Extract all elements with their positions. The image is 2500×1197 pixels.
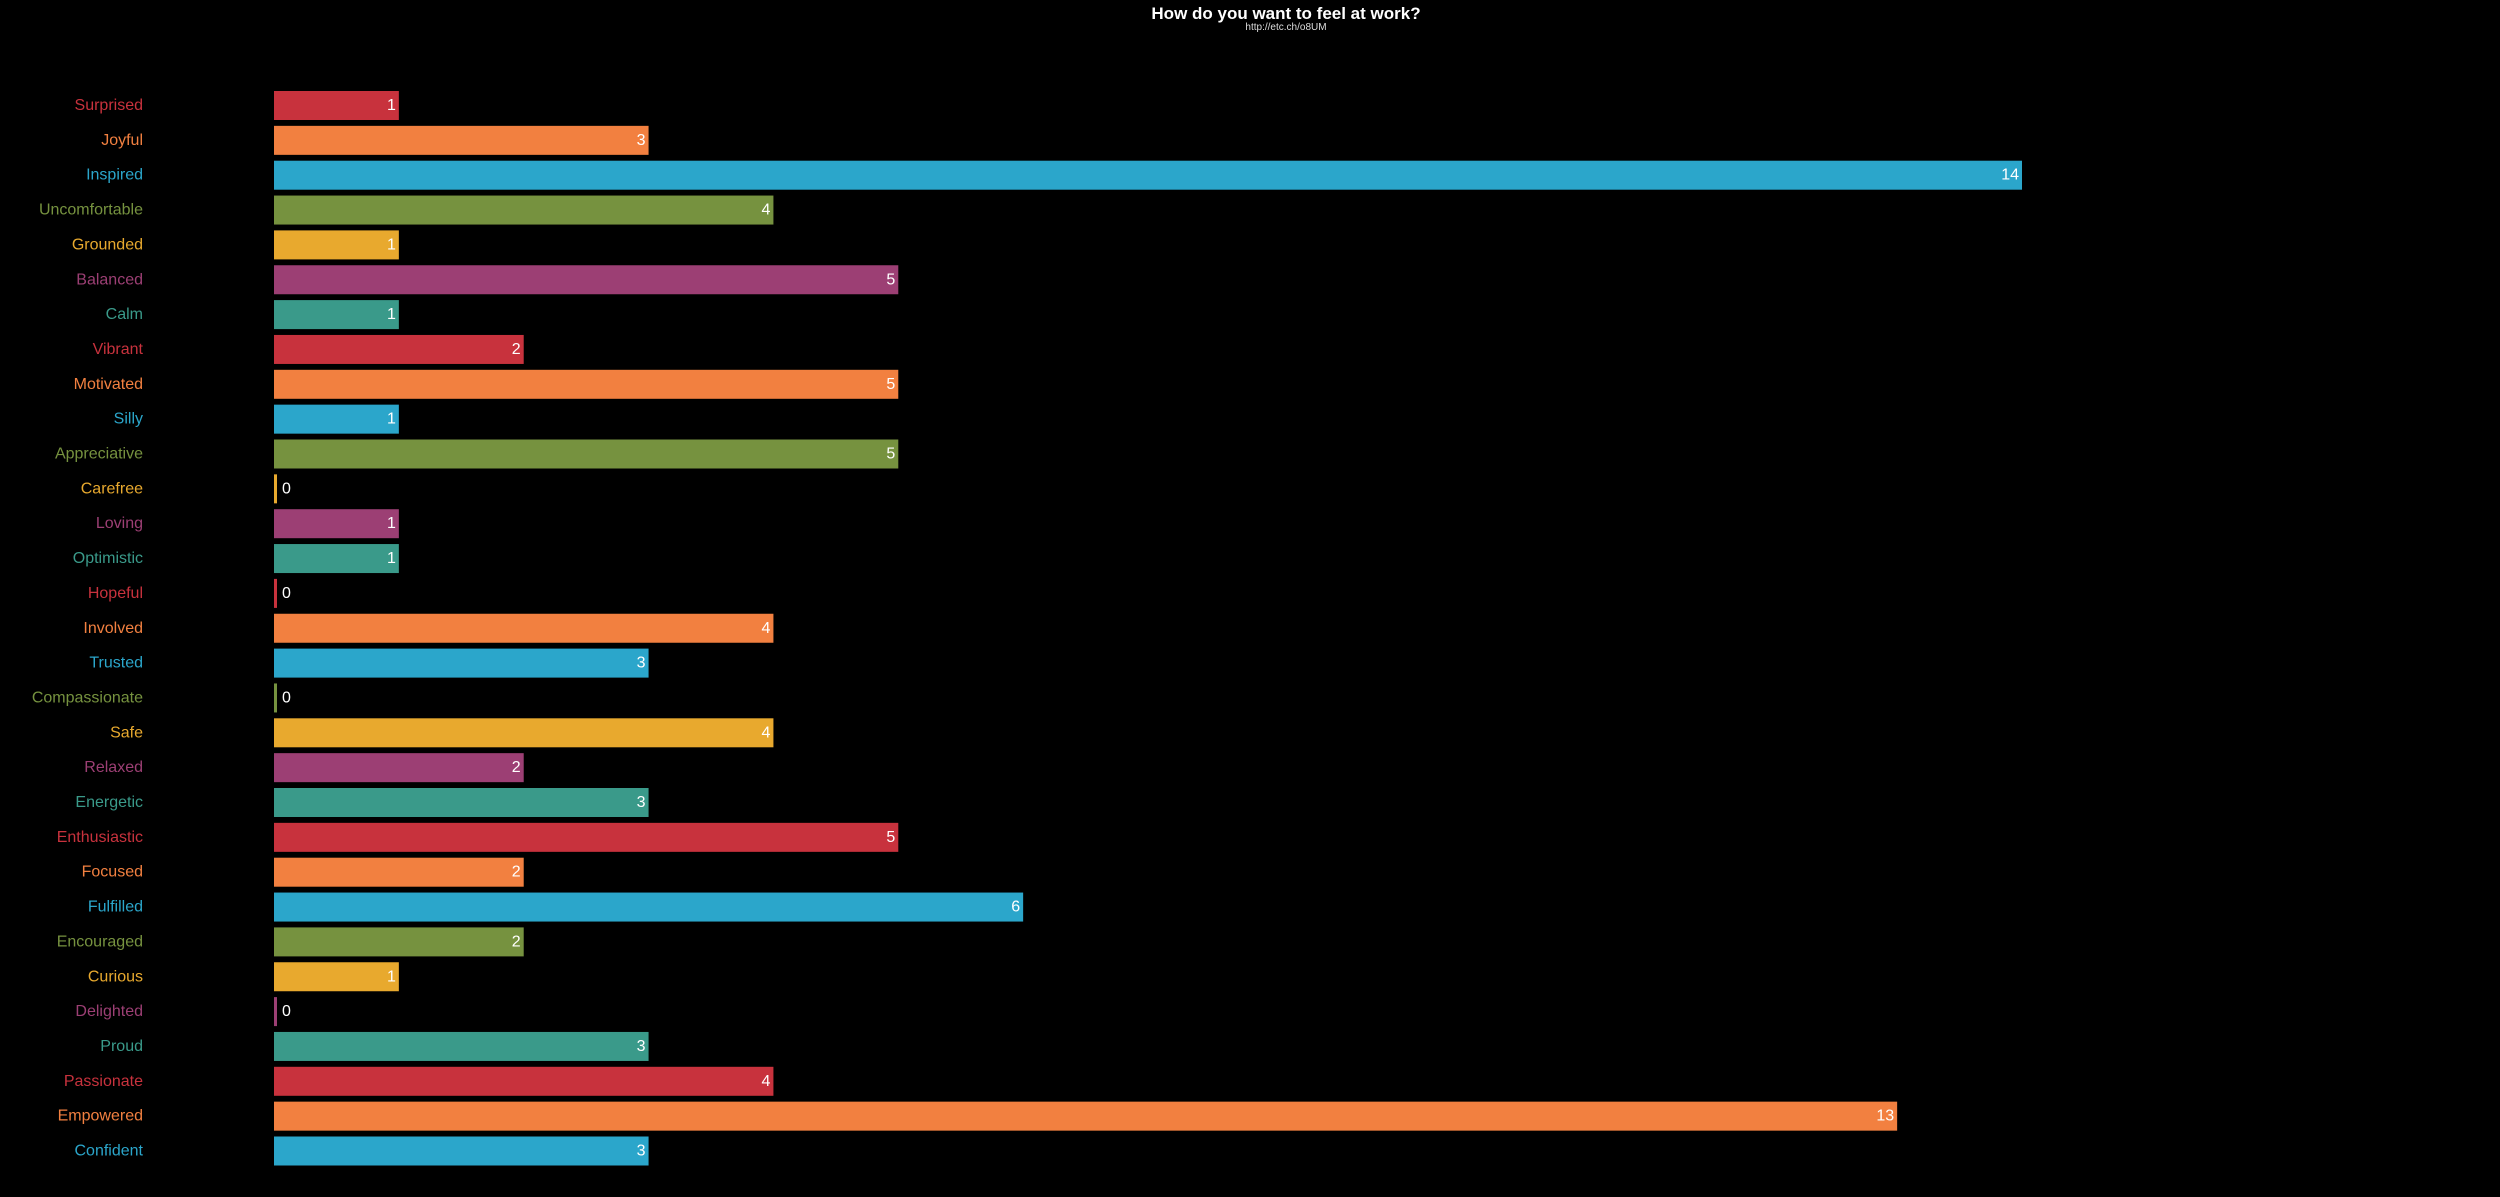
bar <box>274 927 524 957</box>
value-label: 1 <box>387 515 396 532</box>
category-label: Focused <box>82 864 143 881</box>
bar <box>274 822 899 852</box>
value-label: 0 <box>282 689 291 706</box>
bar <box>274 857 524 887</box>
bar <box>274 578 277 608</box>
category-label: Silly <box>114 411 143 428</box>
value-label: 6 <box>1011 899 1020 916</box>
category-label: Empowered <box>58 1108 143 1125</box>
chart-subtitle: http://etc.ch/o8UM <box>1245 22 1327 33</box>
bar <box>274 509 399 539</box>
category-label: Optimistic <box>73 550 143 567</box>
value-label: 1 <box>387 97 396 114</box>
category-label: Balanced <box>76 271 143 288</box>
value-label: 5 <box>886 271 895 288</box>
value-label: 0 <box>282 1003 291 1020</box>
value-label: 4 <box>762 1073 771 1090</box>
bar <box>274 962 399 992</box>
value-label: 3 <box>637 1038 646 1055</box>
category-label: Trusted <box>89 655 143 672</box>
value-label: 0 <box>282 585 291 602</box>
bar <box>274 718 774 748</box>
category-label: Involved <box>83 620 143 637</box>
category-label: Safe <box>110 724 143 741</box>
bar <box>274 788 649 817</box>
value-label: 3 <box>637 794 646 811</box>
category-label: Calm <box>106 306 143 323</box>
bar <box>274 91 399 120</box>
bar <box>274 439 899 469</box>
category-label: Fulfilled <box>88 899 143 916</box>
category-label: Compassionate <box>32 689 143 706</box>
category-label: Loving <box>96 515 143 532</box>
category-label: Appreciative <box>55 446 143 463</box>
value-label: 13 <box>1876 1108 1894 1125</box>
value-label: 3 <box>637 132 646 149</box>
value-label: 3 <box>637 1143 646 1160</box>
value-label: 14 <box>2001 167 2019 184</box>
bar <box>274 544 399 574</box>
bar <box>274 404 399 434</box>
chart-title: How do you want to feel at work? <box>1151 4 1421 23</box>
value-label: 0 <box>282 480 291 497</box>
category-label: Grounded <box>72 236 143 253</box>
value-label: 1 <box>387 968 396 985</box>
category-label: Uncomfortable <box>39 202 143 219</box>
bar <box>274 474 277 504</box>
value-label: 1 <box>387 550 396 567</box>
category-label: Energetic <box>75 794 143 811</box>
bar <box>274 160 2022 190</box>
value-label: 4 <box>762 620 771 637</box>
category-label: Motivated <box>74 376 143 393</box>
category-label: Curious <box>88 968 143 985</box>
bar <box>274 195 774 225</box>
bar <box>274 753 524 783</box>
value-label: 2 <box>512 864 521 881</box>
value-label: 5 <box>886 829 895 846</box>
category-label: Inspired <box>86 167 143 184</box>
bar <box>274 334 524 364</box>
category-label: Vibrant <box>93 341 144 358</box>
value-label: 1 <box>387 411 396 428</box>
bar <box>274 265 899 295</box>
category-label: Delighted <box>75 1003 143 1020</box>
category-label: Passionate <box>64 1073 143 1090</box>
category-label: Confident <box>75 1143 144 1160</box>
value-label: 2 <box>512 759 521 776</box>
bar <box>274 1101 1898 1131</box>
category-label: Relaxed <box>84 759 143 776</box>
value-label: 5 <box>886 446 895 463</box>
bar <box>274 892 1024 922</box>
category-label: Carefree <box>81 480 143 497</box>
category-label: Enthusiastic <box>57 829 143 846</box>
bar <box>274 613 774 643</box>
value-label: 2 <box>512 933 521 950</box>
category-label: Proud <box>100 1038 143 1055</box>
bar <box>274 125 649 155</box>
value-label: 1 <box>387 236 396 253</box>
value-label: 1 <box>387 306 396 323</box>
bar <box>274 230 399 260</box>
value-label: 2 <box>512 341 521 358</box>
category-label: Joyful <box>101 132 143 149</box>
bar <box>274 648 649 678</box>
category-label: Hopeful <box>88 585 143 602</box>
bar <box>274 997 277 1027</box>
bar <box>274 1066 774 1096</box>
value-label: 4 <box>762 724 771 741</box>
value-label: 4 <box>762 202 771 219</box>
category-label: Encouraged <box>57 933 143 950</box>
bar <box>274 683 277 713</box>
category-label: Surprised <box>75 97 143 114</box>
bar <box>274 1031 649 1061</box>
value-label: 5 <box>886 376 895 393</box>
bar <box>274 1136 649 1166</box>
value-label: 3 <box>637 655 646 672</box>
bar <box>274 300 399 330</box>
bar <box>274 369 899 399</box>
